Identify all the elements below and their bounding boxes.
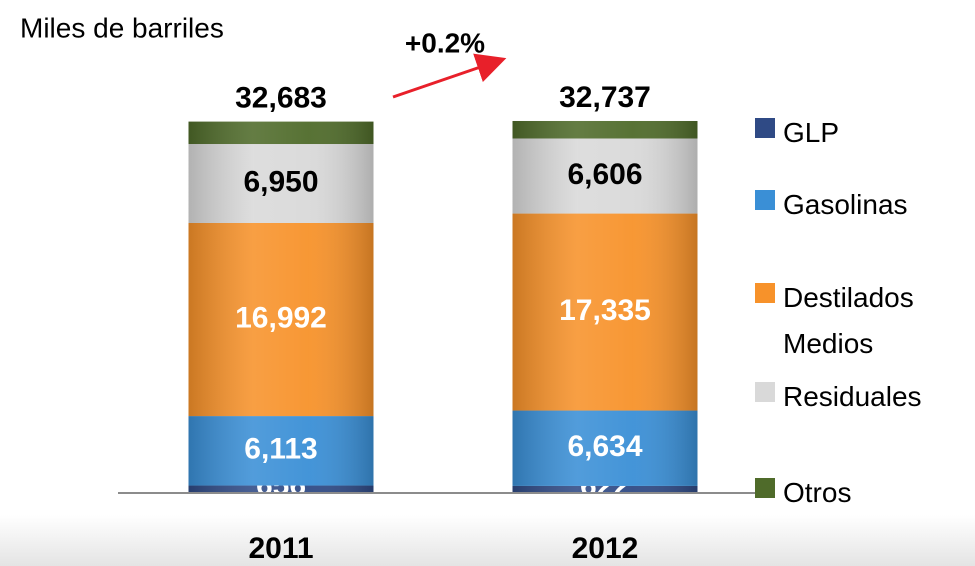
bar-shade <box>188 485 374 493</box>
bar-shade <box>512 410 698 486</box>
value-label: 6,606 <box>567 158 642 191</box>
legend-item: GLP <box>755 110 975 156</box>
bar-shade <box>188 144 374 223</box>
legend-swatch <box>755 118 775 138</box>
value-label: 6,113 <box>244 433 317 466</box>
annotation: +0.2% <box>405 27 485 58</box>
bar-shade <box>512 213 698 411</box>
bar-shade <box>188 416 374 486</box>
bar-shade <box>512 485 698 493</box>
floor <box>0 515 975 566</box>
x-tick-label: 2012 <box>572 532 639 565</box>
legend-label: GLP <box>783 117 840 148</box>
legend-label: Destilados Medios <box>783 282 914 359</box>
value-label: 6,950 <box>243 165 318 198</box>
total-label: 32,737 <box>559 81 651 114</box>
bar-shade <box>512 138 698 214</box>
growth-arrow <box>392 53 507 99</box>
legend-swatch <box>755 283 775 303</box>
legend-item: Gasolinas <box>755 182 975 228</box>
legend-item: Otros <box>755 470 975 516</box>
bar-shade <box>512 120 698 139</box>
legend-swatch <box>755 190 775 210</box>
legend-item: Destilados Medios <box>755 275 973 367</box>
legend-swatch <box>755 478 775 498</box>
value-label: 16,992 <box>235 301 327 334</box>
legend-item: Residuales <box>755 374 975 420</box>
value-label: 6,634 <box>567 430 642 463</box>
legend-label: Gasolinas <box>783 189 908 220</box>
legend-swatch <box>755 382 775 402</box>
legend-label: Otros <box>783 477 852 508</box>
x-tick-label: 2011 <box>248 532 313 565</box>
chart-title: Miles de barriles <box>20 12 224 43</box>
bar-shade <box>188 222 374 417</box>
legend-label: Residuales <box>783 381 922 412</box>
total-label: 32,683 <box>235 82 327 115</box>
bar-shade <box>188 121 374 145</box>
value-label: 17,335 <box>559 294 651 327</box>
